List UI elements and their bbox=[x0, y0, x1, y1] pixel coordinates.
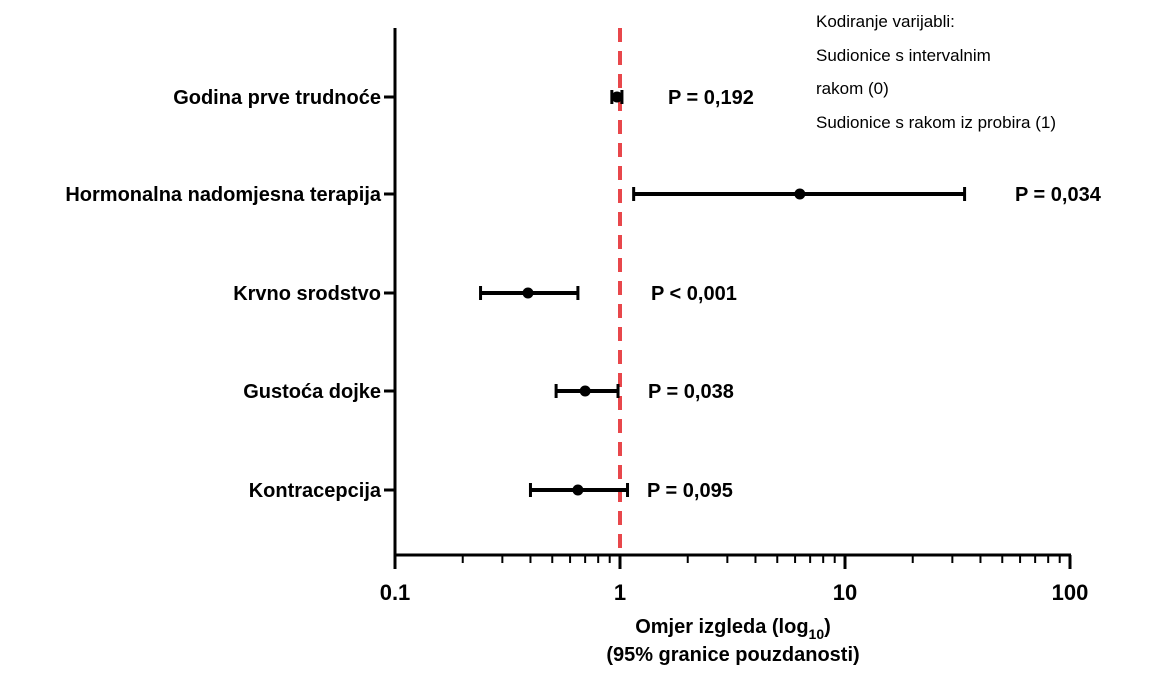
odds-ratio-point bbox=[572, 484, 584, 496]
p-value-label: P = 0,192 bbox=[668, 87, 754, 109]
x-tick-label: 1 bbox=[614, 580, 626, 605]
coding-legend: Kodiranje varijabli: Sudionice s interva… bbox=[816, 12, 1056, 132]
row-label: Hormonalna nadomjesna terapija bbox=[65, 184, 382, 206]
row-label: Gustoća dojke bbox=[243, 381, 381, 403]
x-tick-label: 100 bbox=[1052, 580, 1089, 605]
legend-line-4: Sudionice s rakom iz probira (1) bbox=[816, 113, 1056, 132]
forest-row: Krvno srodstvo P < 0,001 bbox=[233, 283, 737, 305]
forest-row: Gustoća dojke P = 0,038 bbox=[243, 381, 734, 403]
legend-line-1: Kodiranje varijabli: bbox=[816, 12, 955, 31]
x-tick-label: 10 bbox=[833, 580, 857, 605]
p-value-label: P = 0,095 bbox=[647, 480, 733, 502]
p-value-label: P = 0,034 bbox=[1015, 184, 1102, 206]
forest-row: Hormonalna nadomjesna terapija P = 0,034 bbox=[65, 184, 1101, 206]
x-axis-title-close: ) bbox=[824, 616, 831, 638]
row-label: Godina prve trudnoće bbox=[173, 87, 381, 109]
x-axis-title-text: Omjer izgleda (log bbox=[635, 616, 808, 638]
p-value-label: P = 0,038 bbox=[648, 381, 734, 403]
odds-ratio-point bbox=[794, 188, 806, 200]
odds-ratio-point bbox=[579, 385, 591, 397]
x-tick-label: 0.1 bbox=[380, 580, 411, 605]
legend-line-2: Sudionice s intervalnim bbox=[816, 46, 991, 65]
odds-ratio-point bbox=[522, 287, 534, 299]
row-label: Krvno srodstvo bbox=[233, 283, 381, 305]
legend-line-3: rakom (0) bbox=[816, 79, 889, 98]
row-label: Kontracepcija bbox=[249, 480, 382, 502]
x-axis-title-subscript: 10 bbox=[809, 626, 825, 642]
x-axis-subtitle: (95% granice pouzdanosti) bbox=[606, 644, 859, 666]
x-axis-title: Omjer izgleda (log10) bbox=[635, 616, 831, 642]
x-ticks: 0.1 1 10 100 bbox=[380, 555, 1089, 605]
odds-ratio-point bbox=[611, 91, 623, 103]
forest-row: Godina prve trudnoće P = 0,192 bbox=[173, 87, 754, 109]
p-value-label: P < 0,001 bbox=[651, 283, 737, 305]
forest-rows: Godina prve trudnoće P = 0,192 Hormonalna … bbox=[65, 87, 1101, 502]
forest-row: Kontracepcija P = 0,095 bbox=[249, 480, 733, 502]
